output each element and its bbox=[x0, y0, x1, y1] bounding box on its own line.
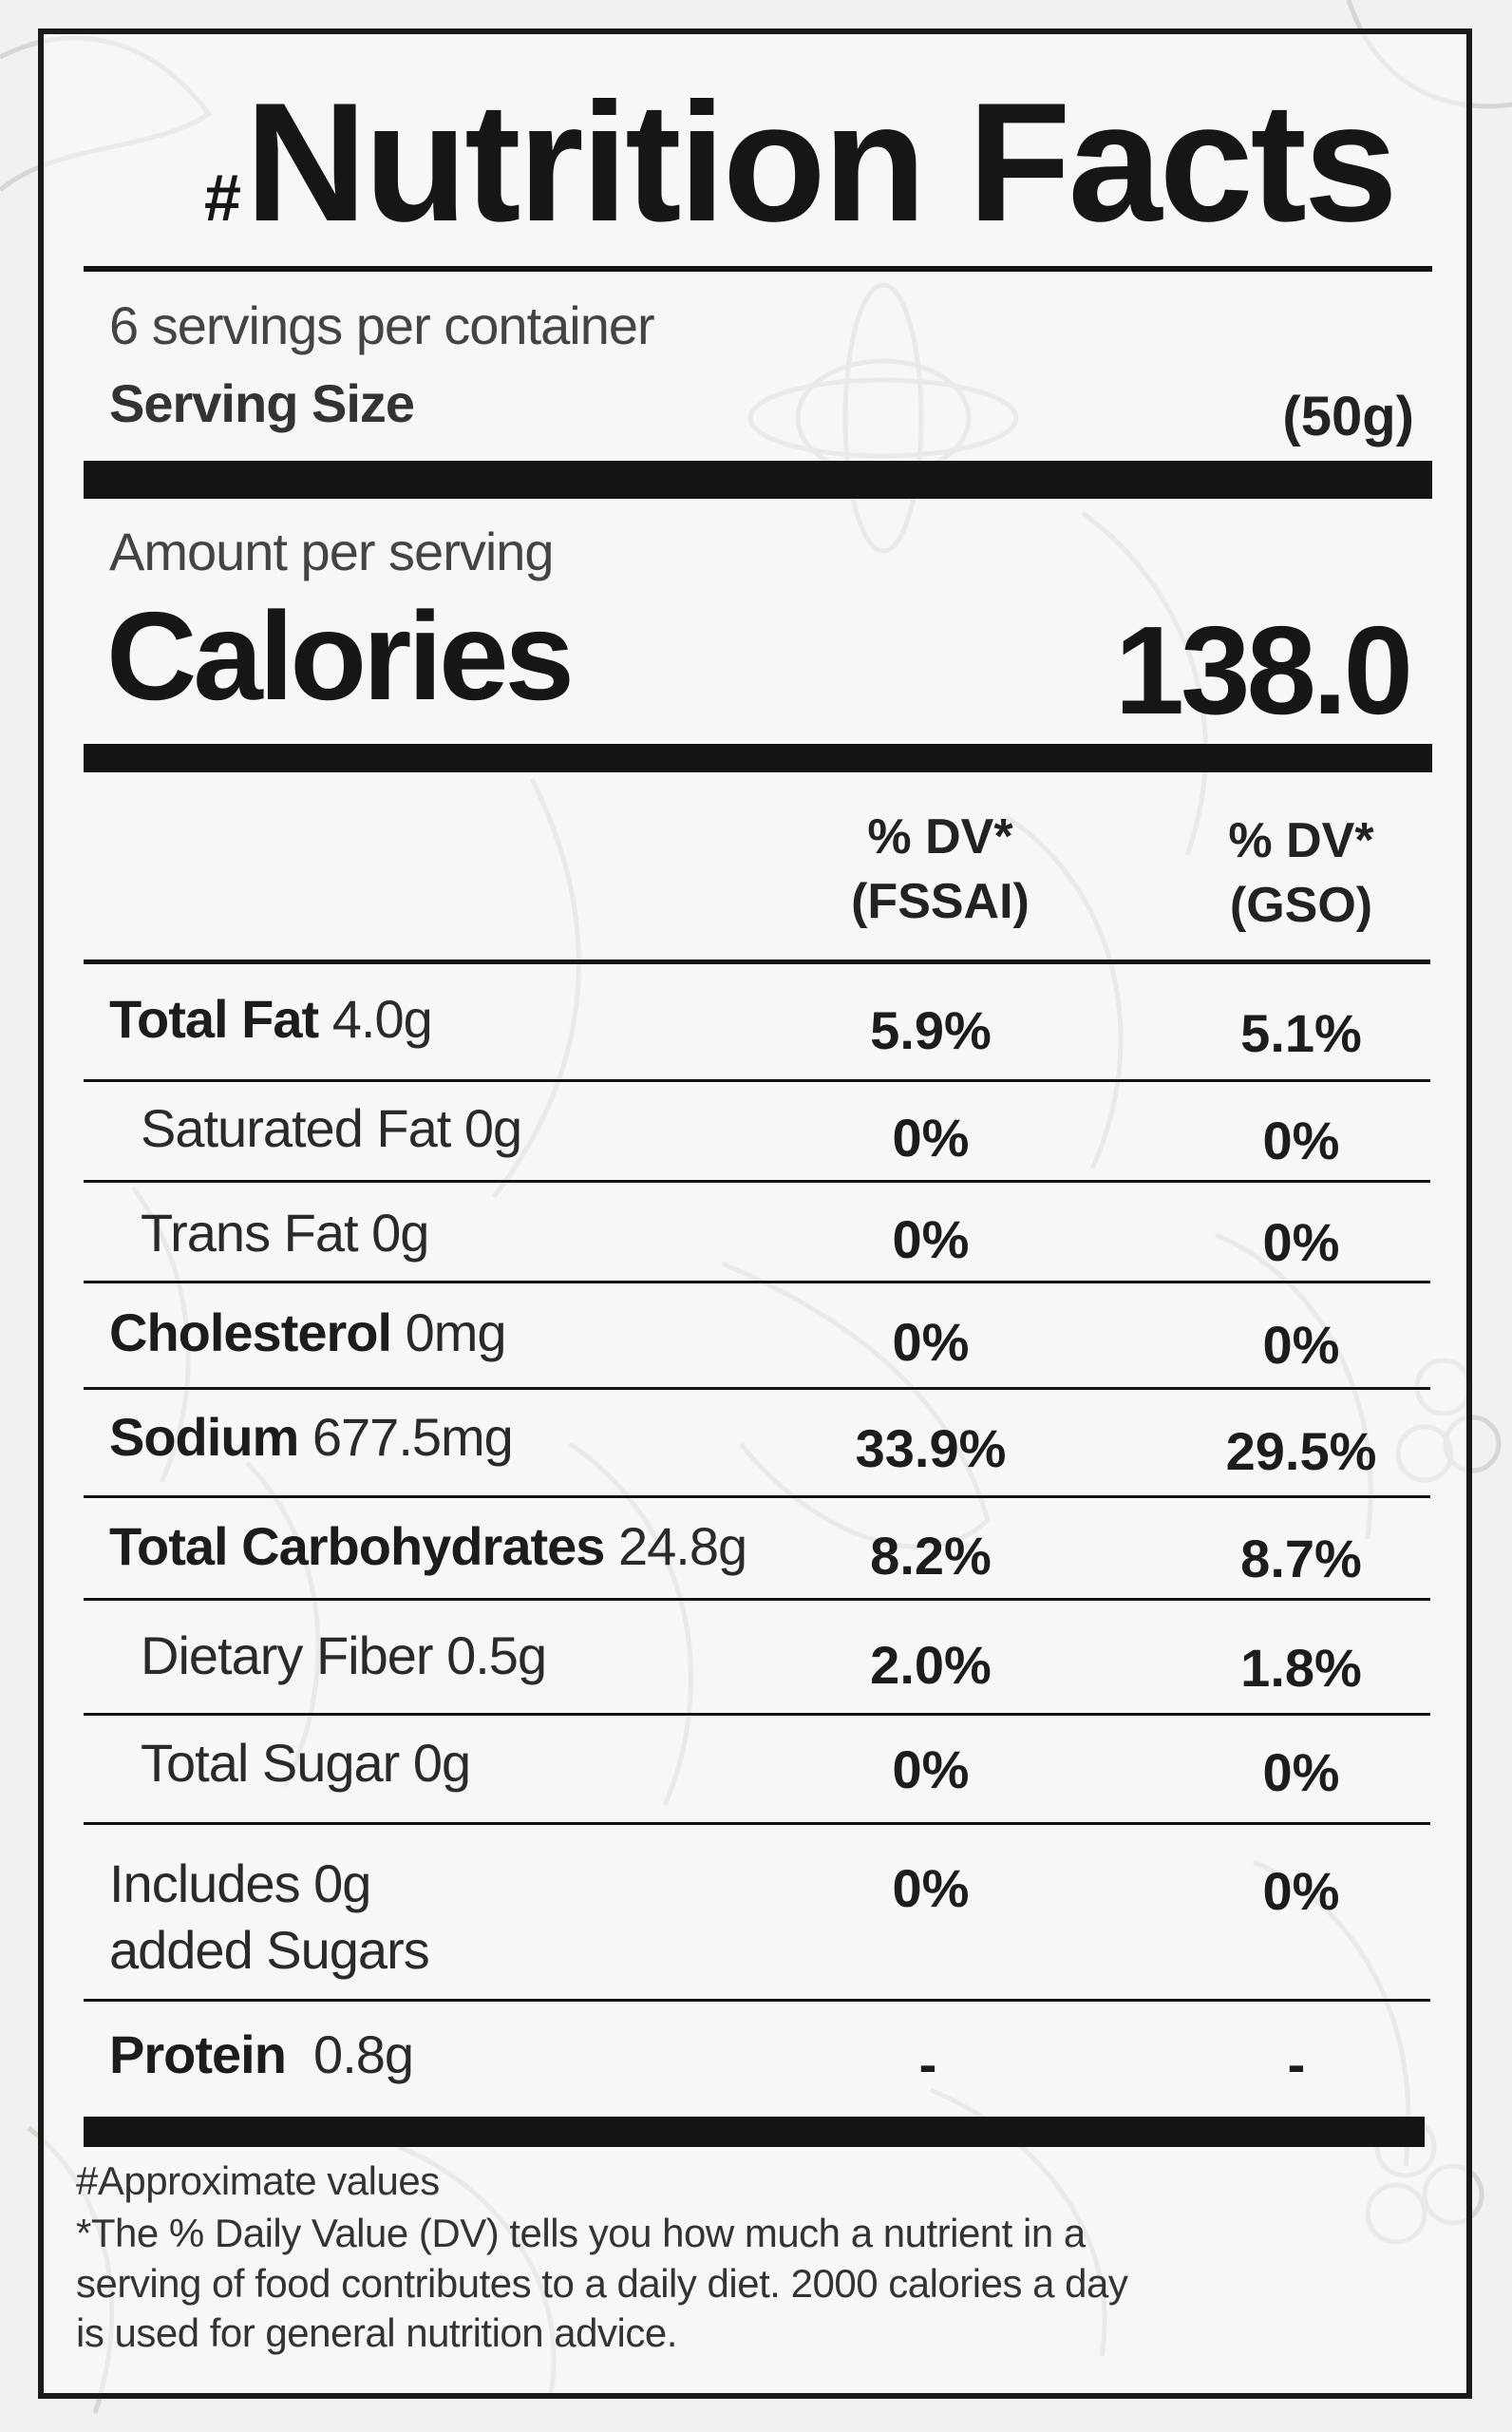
nutrient-row-total-fat: Total Fat 4.0g bbox=[109, 988, 433, 1050]
nutrient-name: Includes 0g bbox=[109, 1853, 371, 1913]
column-header-fssai: % DV* (FSSAI) bbox=[817, 806, 1064, 934]
dv-gso-total-carbohydrates: 8.7% bbox=[1240, 1529, 1362, 1588]
dv-fssai-protein: - bbox=[918, 2034, 937, 2094]
nutrient-amount: 0g bbox=[371, 1203, 429, 1263]
row-divider bbox=[84, 1387, 1430, 1390]
row-divider bbox=[84, 1999, 1430, 2002]
row-divider bbox=[84, 1598, 1430, 1601]
dv-gso-saturated-fat: 0% bbox=[1262, 1111, 1340, 1170]
nutrient-row-total-sugar: Total Sugar 0g bbox=[141, 1732, 471, 1794]
nutrient-row-sodium: Sodium 677.5mg bbox=[109, 1406, 514, 1468]
nutrient-row-dietary-fiber: Dietary Fiber 0.5g bbox=[141, 1624, 547, 1686]
servings-per-container: 6 servings per container bbox=[109, 295, 655, 355]
dv-gso-total-fat: 5.1% bbox=[1240, 1003, 1362, 1063]
serving-size-label: Serving Size bbox=[109, 373, 415, 433]
footnote-daily-value: *The % Daily Value (DV) tells you how mu… bbox=[76, 2209, 1128, 2359]
nutrient-amount: 0.5g bbox=[446, 1625, 547, 1685]
title-hash: # bbox=[204, 161, 241, 235]
nutrient-amount: 677.5mg bbox=[312, 1407, 514, 1467]
column-header-fssai-line1: % DV* bbox=[867, 809, 1013, 864]
row-divider bbox=[84, 1079, 1430, 1082]
row-divider bbox=[84, 1495, 1430, 1498]
dv-gso-trans-fat: 0% bbox=[1262, 1212, 1340, 1272]
nutrient-amount: 0g bbox=[412, 1733, 471, 1793]
dv-fssai-sodium: 33.9% bbox=[855, 1418, 1007, 1478]
dv-fssai-saturated-fat: 0% bbox=[892, 1108, 970, 1168]
dv-gso-sodium: 29.5% bbox=[1225, 1421, 1377, 1481]
dv-fssai-trans-fat: 0% bbox=[892, 1209, 970, 1269]
amount-per-serving: Amount per serving bbox=[109, 522, 555, 581]
nutrient-row-added-sugars: Includes 0g added Sugars bbox=[109, 1851, 430, 1984]
dv-gso-total-sugar: 0% bbox=[1262, 1742, 1340, 1802]
dv-gso-dietary-fiber: 1.8% bbox=[1240, 1638, 1362, 1698]
row-divider bbox=[84, 1822, 1430, 1825]
nutrient-name: Total Carbohydrates bbox=[109, 1516, 605, 1576]
dv-gso-protein: - bbox=[1287, 2034, 1306, 2094]
divider-thick-2 bbox=[84, 744, 1432, 772]
nutrient-name: Trans Fat bbox=[141, 1203, 359, 1263]
nutrient-row-protein: Protein 0.8g bbox=[109, 2024, 414, 2085]
nutrient-name: Dietary Fiber bbox=[141, 1625, 434, 1685]
calories-label: Calories bbox=[106, 586, 575, 726]
dv-gso-cholesterol: 0% bbox=[1262, 1315, 1340, 1375]
divider-thick-1 bbox=[84, 461, 1432, 499]
nutrient-row-trans-fat: Trans Fat 0g bbox=[141, 1202, 429, 1264]
nutrition-label-panel bbox=[38, 28, 1472, 2399]
divider-thick-bottom bbox=[84, 2117, 1425, 2147]
column-header-gso-line2: (GSO) bbox=[1229, 877, 1373, 933]
divider-top bbox=[84, 266, 1432, 272]
footnote-dv-line-1: *The % Daily Value (DV) tells you how mu… bbox=[76, 2211, 1086, 2255]
dv-fssai-added-sugars: 0% bbox=[892, 1858, 970, 1918]
nutrient-row-total-carbohydrates: Total Carbohydrates 24.8g bbox=[109, 1515, 747, 1577]
nutrient-name: Protein bbox=[109, 2024, 287, 2084]
dv-fssai-total-carbohydrates: 8.2% bbox=[870, 1526, 992, 1586]
nutrient-row-saturated-fat: Saturated Fat 0g bbox=[141, 1097, 522, 1159]
footnote-dv-line-3: is used for general nutrition advice. bbox=[76, 2310, 677, 2355]
dv-fssai-total-fat: 5.9% bbox=[870, 1000, 992, 1060]
nutrient-name: Total Sugar bbox=[141, 1733, 400, 1793]
nutrient-name: Sodium bbox=[109, 1407, 299, 1467]
dv-gso-added-sugars: 0% bbox=[1262, 1861, 1340, 1921]
nutrient-amount: 24.8g bbox=[617, 1516, 747, 1576]
nutrient-row-cholesterol: Cholesterol 0mg bbox=[109, 1302, 507, 1363]
footnote-dv-line-2: serving of food contributes to a daily d… bbox=[76, 2260, 1128, 2306]
title-text: Nutrition Facts bbox=[244, 67, 1398, 256]
dv-fssai-dietary-fiber: 2.0% bbox=[870, 1635, 992, 1695]
column-header-gso-line1: % DV* bbox=[1228, 813, 1374, 868]
row-divider bbox=[84, 1180, 1430, 1183]
serving-size-value: (50g) bbox=[1282, 386, 1414, 447]
nutrient-name: Cholesterol bbox=[109, 1302, 392, 1362]
nutrient-amount: 0g bbox=[463, 1098, 522, 1158]
nutrient-amount: 0.8g bbox=[313, 2024, 414, 2084]
column-header-fssai-line2: (FSSAI) bbox=[851, 873, 1030, 929]
footnote-approximate: #Approximate values bbox=[76, 2158, 440, 2203]
nutrient-amount: added Sugars bbox=[109, 1920, 430, 1980]
nutrient-amount: 0mg bbox=[405, 1302, 507, 1362]
dv-fssai-cholesterol: 0% bbox=[892, 1312, 970, 1372]
divider-header bbox=[84, 960, 1430, 964]
row-divider bbox=[84, 1281, 1430, 1283]
nutrient-name: Saturated Fat bbox=[141, 1098, 451, 1158]
calories-value: 138.0 bbox=[1114, 600, 1413, 740]
nutrient-name: Total Fat bbox=[109, 989, 319, 1049]
nutrition-facts-title: #Nutrition Facts bbox=[204, 78, 1398, 247]
row-divider bbox=[84, 1713, 1430, 1716]
column-header-gso: % DV* (GSO) bbox=[1178, 809, 1425, 938]
nutrient-amount: 4.0g bbox=[331, 989, 433, 1049]
dv-fssai-total-sugar: 0% bbox=[892, 1739, 970, 1799]
